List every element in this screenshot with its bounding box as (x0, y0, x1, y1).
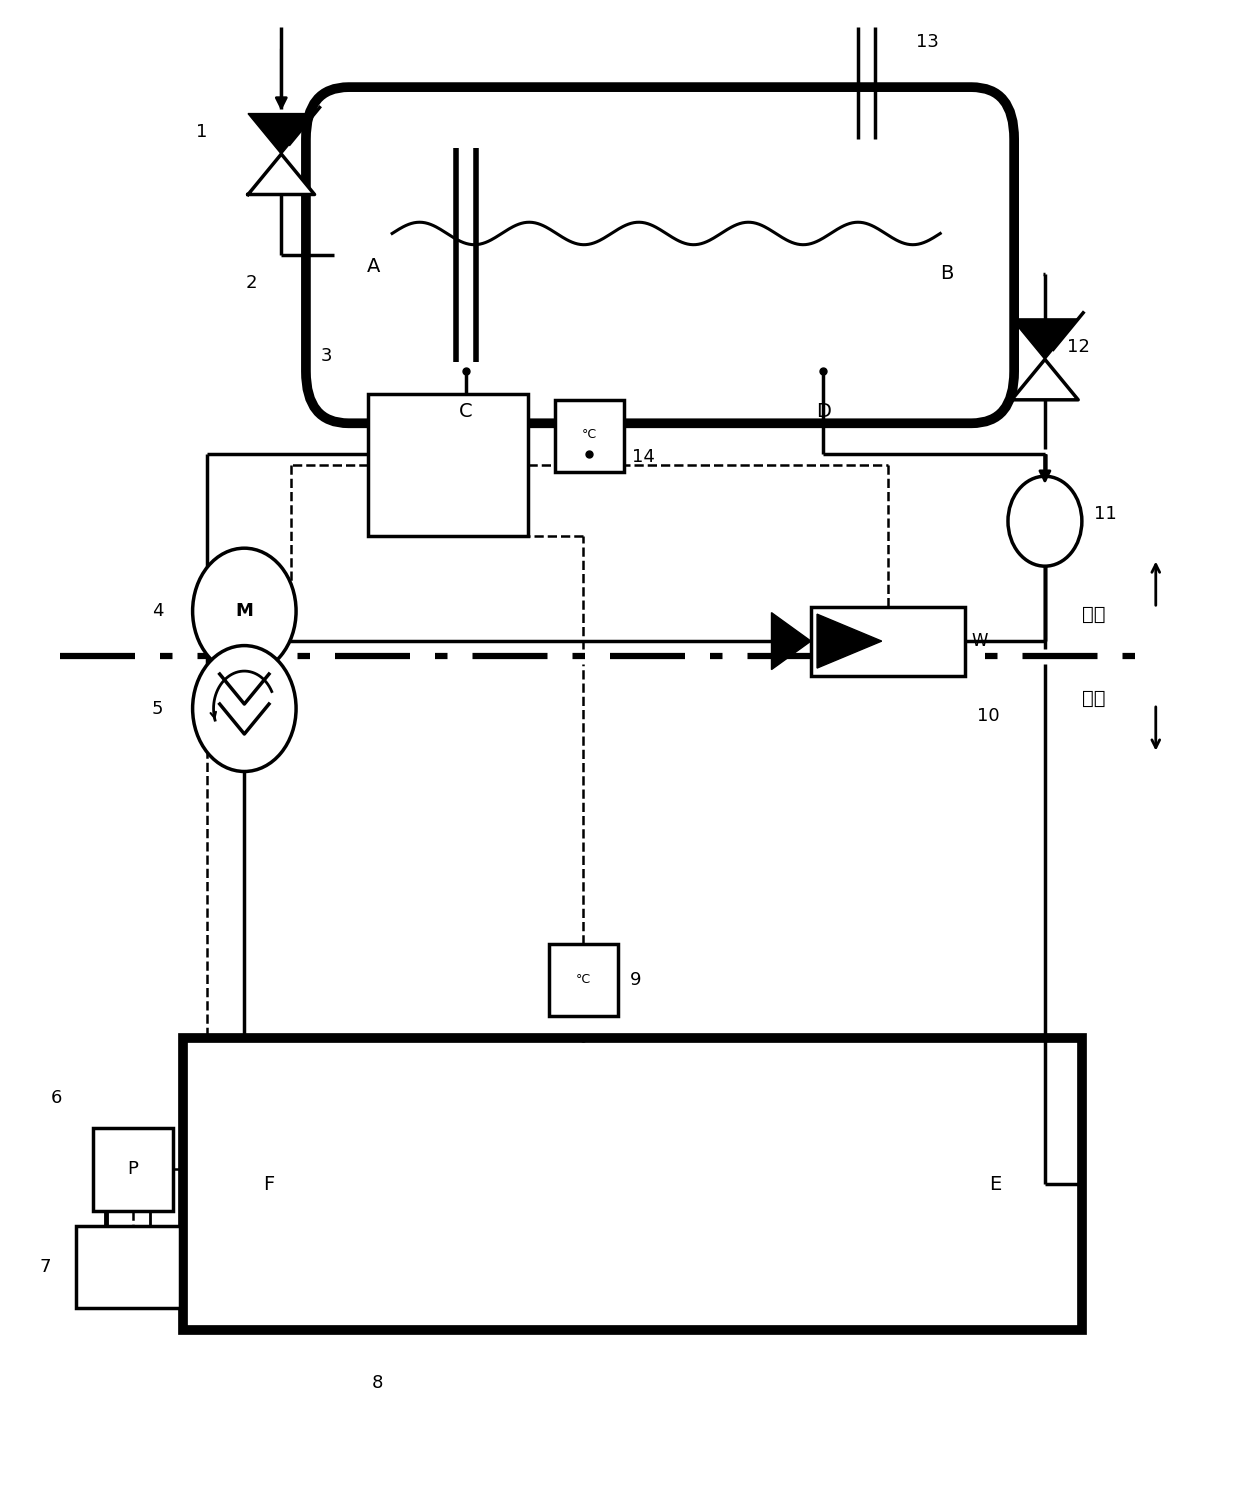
Text: 6: 6 (51, 1090, 62, 1108)
Text: 3: 3 (321, 347, 332, 365)
Text: 13: 13 (915, 33, 939, 51)
Text: °C: °C (575, 974, 590, 986)
Polygon shape (1012, 359, 1078, 399)
Text: °C: °C (582, 428, 596, 440)
Circle shape (1008, 476, 1081, 567)
FancyBboxPatch shape (306, 87, 1014, 423)
Text: B: B (940, 264, 954, 283)
Bar (93, 1129, 172, 1210)
Bar (811, 607, 965, 675)
Polygon shape (817, 615, 882, 668)
Text: D: D (816, 402, 831, 422)
Text: F: F (263, 1175, 274, 1194)
Circle shape (192, 549, 296, 674)
Text: 12: 12 (1068, 339, 1090, 356)
Text: 室外: 室外 (1081, 689, 1105, 708)
Polygon shape (248, 154, 315, 194)
Bar (554, 399, 624, 472)
Text: 8: 8 (372, 1374, 383, 1392)
Text: M: M (236, 603, 253, 619)
Text: C: C (459, 402, 472, 422)
Text: P: P (128, 1160, 139, 1178)
Polygon shape (248, 113, 315, 154)
Circle shape (192, 645, 296, 772)
Text: 2: 2 (246, 274, 257, 292)
Text: 1: 1 (196, 122, 207, 140)
Text: 5: 5 (153, 699, 164, 717)
Text: 7: 7 (40, 1258, 51, 1276)
Text: 4: 4 (153, 603, 164, 619)
Text: E: E (990, 1175, 1002, 1194)
Text: 9: 9 (630, 971, 641, 989)
Text: 室内: 室内 (1081, 604, 1105, 624)
Text: W: W (971, 631, 988, 650)
Bar (76, 1225, 180, 1308)
Bar (367, 393, 528, 536)
Polygon shape (1012, 319, 1078, 359)
Bar (548, 943, 618, 1016)
Polygon shape (771, 613, 811, 669)
Text: 14: 14 (632, 448, 655, 466)
Text: 11: 11 (1094, 505, 1117, 523)
Text: A: A (367, 258, 381, 276)
Text: 10: 10 (977, 707, 999, 725)
Bar (182, 1038, 1081, 1331)
